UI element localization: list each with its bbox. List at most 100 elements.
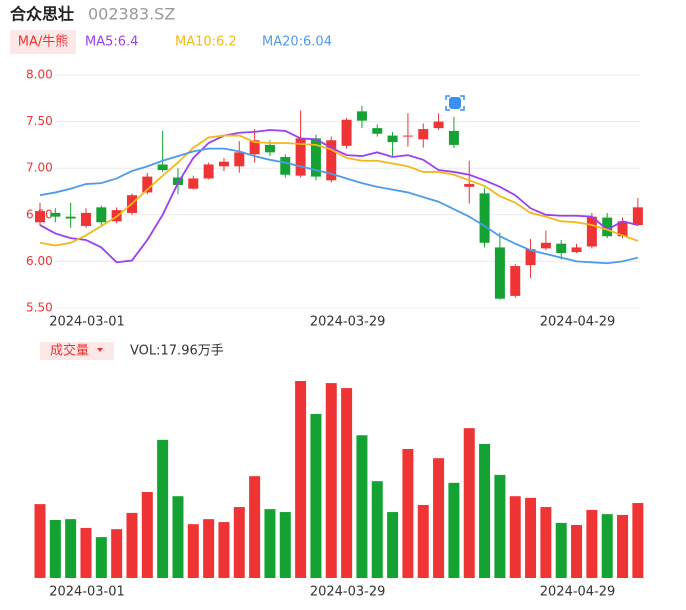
x-tick-label: 2024-03-29 (310, 315, 386, 330)
dropdown-arrow (97, 348, 103, 352)
volume-bar (279, 512, 291, 578)
candle-body (571, 247, 582, 253)
candle-body (310, 138, 321, 177)
candle-body (586, 216, 597, 247)
candle-body (50, 212, 61, 217)
candle-body (510, 266, 521, 296)
candle-body (602, 217, 613, 237)
x-tick-label: 2024-03-29 (310, 585, 386, 600)
candle-body (203, 164, 214, 179)
volume-bar (463, 428, 475, 578)
volume-bar (632, 503, 644, 578)
volume-bar (218, 522, 230, 578)
candle-body (617, 221, 628, 237)
candle-body (448, 130, 459, 145)
volume-bar (509, 496, 521, 578)
volume-bar (203, 519, 215, 578)
volume-button[interactable] (40, 342, 114, 360)
volume-bar (249, 476, 261, 578)
volume-bar (571, 524, 583, 578)
candle-body (249, 140, 260, 155)
candle-body (464, 184, 475, 187)
y-tick-label: 8.00 (26, 68, 53, 82)
candle-body (494, 247, 505, 299)
y-tick-label: 5.50 (26, 301, 53, 315)
volume-bar (126, 512, 138, 578)
volume-bar (371, 481, 383, 578)
ma-line (39, 134, 639, 247)
legend-entry: MA5:6.4 (85, 35, 138, 50)
volume-bar (417, 504, 429, 578)
candle-body (525, 249, 536, 266)
volume-legend: VOL:17.96万手 (130, 344, 224, 359)
candle-body (96, 207, 107, 223)
x-tick-label: 2024-04-29 (540, 585, 616, 600)
candle-body (418, 129, 429, 140)
volume-bar (34, 504, 46, 578)
volume-bar (525, 497, 537, 578)
candle-body (356, 111, 367, 121)
candle-body (479, 193, 490, 243)
x-tick-label: 2024-03-01 (49, 585, 125, 600)
candle-body (632, 207, 643, 226)
candle-body (172, 177, 183, 185)
volume-bar (555, 522, 567, 578)
candle-body (218, 161, 229, 167)
y-tick-label: 7.50 (26, 114, 53, 128)
y-tick-label: 7.00 (26, 161, 53, 175)
candle-body (433, 121, 444, 129)
candle-body (234, 152, 245, 167)
ma-button[interactable] (10, 30, 76, 54)
volume-bar (341, 388, 353, 578)
y-tick-label: 6.00 (26, 254, 53, 268)
legend-entry: MA10:6.2 (175, 35, 237, 50)
volume-bar (387, 512, 399, 578)
candle-body (264, 144, 275, 153)
volume-bar (80, 527, 92, 578)
candle-body (326, 140, 337, 181)
candle-body (80, 212, 91, 226)
volume-bar (310, 413, 322, 578)
volume-bar (356, 435, 368, 578)
stock-name: 合众思壮 (10, 5, 74, 24)
volume-bar (433, 458, 445, 578)
candle-body (402, 135, 413, 137)
volume-bar (325, 383, 337, 578)
volume-bar (65, 519, 77, 578)
volume-bar (157, 439, 169, 578)
volume-bar (479, 444, 491, 578)
volume-bar (601, 514, 613, 578)
x-tick-label: 2024-04-29 (540, 315, 616, 330)
volume-bar (617, 514, 629, 578)
x-tick-label: 2024-03-01 (49, 315, 125, 330)
stock-code: 002383.SZ (88, 5, 175, 24)
candle-body (387, 135, 398, 143)
volume-bar (187, 524, 199, 578)
volume-bar (586, 509, 598, 578)
volume-button-label[interactable]: 成交量 (50, 343, 89, 359)
candle-body (142, 176, 153, 193)
volume-bar (402, 449, 414, 578)
candle-body (157, 164, 168, 171)
candle-body (35, 211, 45, 223)
legend-entry: MA20:6.04 (262, 35, 332, 50)
volume-bar (49, 519, 61, 578)
candle-body (65, 216, 76, 219)
candle-body (188, 178, 199, 189)
volume-bar (95, 537, 107, 578)
volume-bar (111, 529, 123, 578)
candle-body (556, 243, 567, 254)
volume-bar (264, 509, 276, 578)
volume-bar (494, 474, 506, 578)
ma-line (39, 147, 639, 265)
candle-body (295, 138, 306, 176)
candle-body (341, 119, 352, 146)
volume-bar (448, 482, 460, 578)
ma-button-label[interactable]: MA/牛熊 (18, 34, 69, 50)
candle-body (372, 128, 383, 134)
volume-bar (295, 381, 307, 578)
volume-bar (233, 507, 245, 578)
volume-bar (141, 492, 153, 578)
volume-bar (172, 496, 184, 578)
